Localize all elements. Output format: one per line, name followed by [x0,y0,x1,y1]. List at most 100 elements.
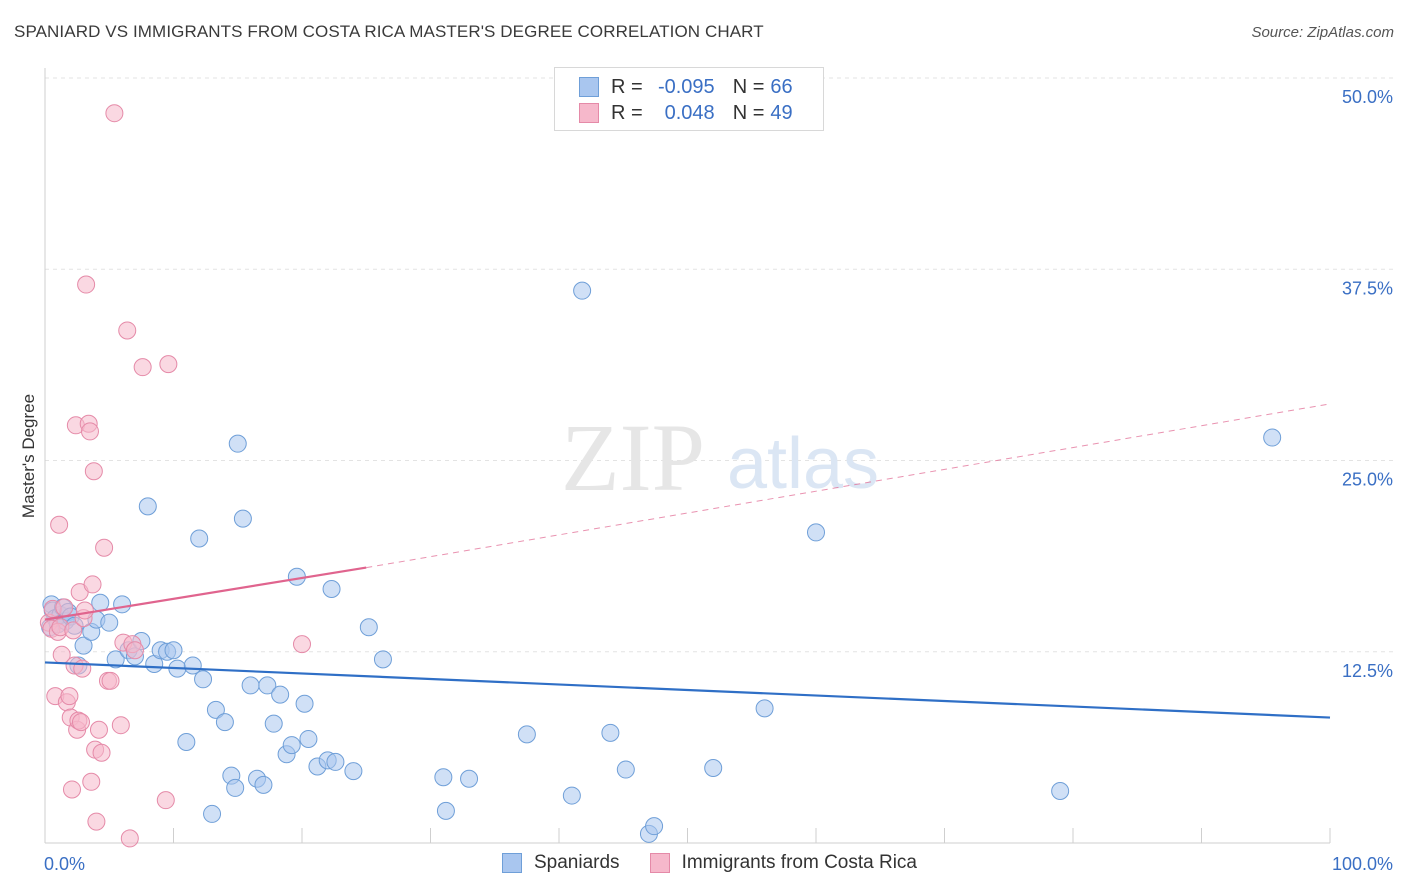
legend-row-spaniards: R = -0.095 N = 66 [579,74,793,100]
series-swatch-spaniards [502,853,522,873]
y-tick-label: 25.0% [1342,470,1393,490]
legend-swatch-spaniards [579,77,599,97]
point-spaniards [206,700,225,719]
point-spaniards [616,760,635,779]
legend-r-value: 0.048 [664,101,715,124]
point-spaniards [228,434,247,453]
point-spaniards [573,281,592,300]
point-costa-rica [84,462,103,481]
legend-row-costa-rica: R = 0.048 N = 49 [579,100,793,126]
point-costa-rica [83,575,102,594]
series-swatch-costa-rica [649,853,670,873]
point-spaniards [264,714,283,733]
series-label-spaniards: Spaniards [534,852,620,873]
point-costa-rica [77,275,96,294]
point-costa-rica [50,515,69,534]
legend-r-value: -0.095 [657,75,715,98]
data-points [39,104,1282,848]
point-spaniards [177,733,196,752]
point-costa-rica [64,621,83,640]
legend-r-label: R = [611,75,643,98]
point-spaniards [1051,781,1070,800]
point-costa-rica [82,772,101,791]
point-costa-rica [87,812,106,831]
legend-n-label: N = [732,75,765,98]
trend-lines [44,403,1331,719]
point-spaniards [194,670,213,689]
point-spaniards [113,595,132,614]
point-spaniards [562,786,581,805]
point-spaniards [190,529,209,548]
point-spaniards [359,618,378,637]
trend-extension-costa-rica [366,403,1331,569]
point-costa-rica [120,829,139,848]
point-spaniards [299,729,318,748]
watermark-atlas: atlas [727,424,879,504]
point-spaniards [460,769,479,788]
point-costa-rica [133,358,152,377]
trend-line-costa-rica [44,566,367,621]
point-spaniards [282,736,301,755]
stats-legend: R = -0.095 N = 66 R = 0.048 N = 49 [554,67,824,131]
point-spaniards [1263,428,1282,447]
source-label: Source: ZipAtlas.com [1251,24,1394,41]
series-legend-spaniards[interactable]: Spaniards [502,852,620,874]
trend-line-spaniards [44,661,1331,719]
point-costa-rica [55,598,74,617]
y-tick-label: 50.0% [1342,87,1393,107]
point-spaniards [601,723,620,742]
y-tick-label: 37.5% [1342,278,1393,298]
point-spaniards [645,817,664,836]
point-spaniards [254,775,273,794]
point-spaniards [271,685,290,704]
chart-title: SPANIARD VS IMMIGRANTS FROM COSTA RICA M… [14,22,764,41]
point-costa-rica [89,720,108,739]
point-costa-rica [75,601,94,620]
point-costa-rica [293,635,311,654]
point-spaniards [807,523,825,542]
y-tick-label: 12.5% [1342,661,1393,681]
point-spaniards [373,650,392,669]
point-spaniards [74,636,93,655]
point-spaniards [434,768,453,787]
point-spaniards [295,694,314,713]
point-costa-rica [105,104,124,123]
legend-n-value: 66 [770,75,793,98]
point-spaniards [215,713,234,732]
point-costa-rica [156,791,175,810]
point-costa-rica [73,659,92,678]
point-spaniards [704,759,723,778]
y-axis-label: Master's Degree [19,393,38,519]
x-tick-label-max: 100.0% [1332,854,1393,874]
legend-r-label: R = [611,101,643,124]
series-legend-costa-rica[interactable]: Immigrants from Costa Rica [649,852,918,874]
point-costa-rica [95,538,114,557]
point-spaniards [326,752,345,771]
watermark-zip: ZIP [561,404,705,511]
legend-swatch-costa-rica [579,103,599,123]
point-spaniards [258,676,277,695]
point-costa-rica [125,641,144,660]
legend-n-value: 49 [770,101,793,124]
point-costa-rica [62,780,81,799]
point-costa-rica [111,716,130,735]
point-costa-rica [101,671,120,690]
point-spaniards [436,801,455,820]
point-costa-rica [71,713,90,732]
point-spaniards [755,699,774,718]
point-spaniards [344,762,363,781]
point-costa-rica [118,321,137,340]
point-spaniards [322,580,341,599]
x-tick-label-min: 0.0% [44,854,85,874]
point-spaniards [100,613,119,632]
point-spaniards [164,641,183,660]
point-spaniards [233,509,252,528]
point-spaniards [226,778,245,797]
point-spaniards [106,650,125,669]
point-spaniards [241,676,260,695]
series-label-costa-rica: Immigrants from Costa Rica [681,852,918,873]
point-costa-rica [60,687,79,706]
point-spaniards [517,725,536,744]
point-spaniards [203,804,222,823]
gridlines [45,77,1393,653]
